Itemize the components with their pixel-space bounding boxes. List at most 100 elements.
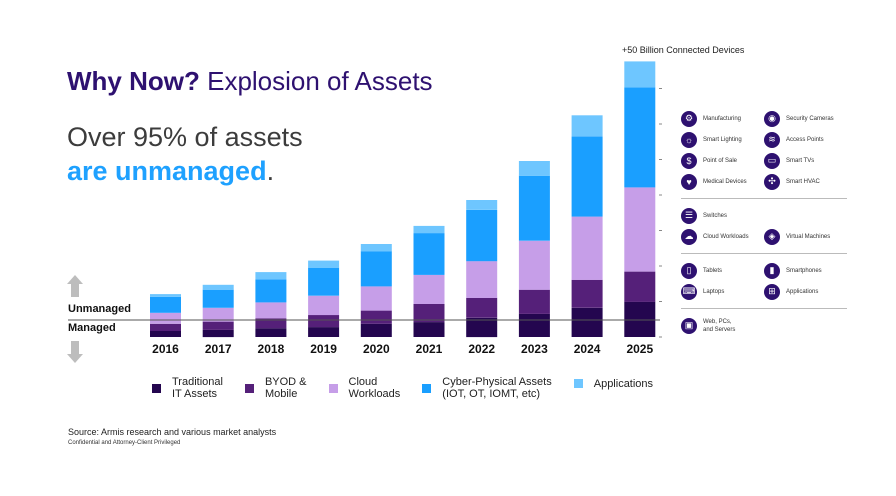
bar-2016-byod — [150, 323, 181, 331]
device-category-label: Smart HVAC — [786, 178, 820, 185]
bar-2023-traditional — [518, 313, 550, 337]
legend-label: Cyber-Physical Assets (IOT, OT, IOMT, et… — [442, 376, 552, 400]
bar-2017-cloud — [202, 307, 234, 322]
device-category-panel: ⚙ Manufacturing ◉ Security Cameras ☼ Smart Li… — [681, 108, 847, 336]
device-category-label: Manufacturing — [703, 115, 742, 122]
device-category: ✣ Smart HVAC — [764, 173, 847, 190]
bar-2024-byod — [571, 279, 603, 308]
panel-row: ☁ Cloud Workloads ◈ Virtual Machines — [681, 226, 847, 247]
device-category-label: Applications — [786, 288, 819, 295]
cube-icon: ◈ — [764, 228, 780, 245]
bar-2018-applications — [255, 272, 287, 280]
legend-item-applications: Applications — [573, 376, 654, 390]
bar-2018-cyber — [255, 279, 287, 303]
bar-2025-cyber — [624, 87, 656, 188]
title-bold: Why Now? — [67, 66, 200, 96]
heart-pulse-icon: ♥ — [681, 173, 697, 190]
device-category: ⌨ Laptops — [681, 283, 764, 300]
headline-highlight: are unmanaged — [67, 156, 267, 186]
x-tick-label: 2018 — [258, 342, 285, 356]
panel-row: ▣ Web, PCs, and Servers — [681, 315, 847, 336]
bar-2023-cloud — [518, 240, 550, 290]
legend-swatch — [328, 383, 338, 393]
panel-row: ▯ Tablets ▮ Smartphones — [681, 260, 847, 281]
page-title: Why Now? Explosion of Assets — [67, 66, 433, 97]
cloud-icon: ☁ — [681, 228, 697, 245]
title-rest: Explosion of Assets — [199, 66, 433, 96]
bar-2020-cloud — [360, 286, 392, 311]
chart-legend: Traditional IT Assets BYOD & Mobile Cloud … — [152, 376, 675, 400]
tv-icon: ▭ — [764, 152, 780, 169]
panel-group: ▯ Tablets ▮ Smartphones ⌨ Laptops ⊞ Application… — [681, 260, 847, 302]
device-category-label: Switches — [703, 212, 728, 219]
legend-swatch — [244, 383, 254, 393]
bar-2019-traditional — [308, 327, 340, 337]
headline-line1: Over 95% of assets — [67, 122, 303, 152]
bar-2019-applications — [308, 260, 340, 268]
panel-row: $ Point of Sale ▭ Smart TVs — [681, 150, 847, 171]
device-category: ▯ Tablets — [681, 262, 764, 279]
legend-label: BYOD & Mobile — [264, 376, 307, 400]
lightbulb-icon: ☼ — [681, 131, 697, 148]
fan-icon: ✣ — [764, 173, 780, 190]
x-tick-label: 2024 — [574, 342, 601, 356]
x-tick-label: 2020 — [363, 342, 390, 356]
confidential-note: Confidential and Attorney-Client Privile… — [68, 440, 181, 446]
panel-row: ☼ Smart Lighting ≋ Access Points — [681, 129, 847, 150]
laptop-icon: ⌨ — [681, 283, 697, 300]
device-category: ▣ Web, PCs, and Servers — [681, 317, 765, 334]
device-category-label: Tablets — [703, 267, 723, 274]
source-note: Source: Armis research and various marke… — [68, 427, 277, 437]
bar-2021-cyber — [413, 233, 445, 275]
bar-2019-byod — [308, 315, 340, 328]
chart-annotation: +50 Billion Connected Devices — [622, 45, 745, 55]
legend-swatch — [422, 383, 432, 393]
legend-swatch — [152, 383, 161, 393]
bar-2016-applications — [150, 294, 181, 297]
bar-2016-cloud — [150, 312, 181, 324]
desktop-icon: ▣ — [681, 317, 697, 334]
security-camera-icon: ◉ — [764, 110, 780, 127]
legend-label: Applications — [593, 378, 654, 390]
device-category-label: Security Cameras — [786, 115, 834, 122]
device-category-label: Laptops — [703, 288, 725, 295]
bar-2021-cloud — [413, 274, 445, 304]
device-category-label: Smart TVs — [786, 157, 815, 164]
bar-2020-applications — [360, 244, 392, 252]
bar-2024-traditional — [571, 307, 603, 337]
device-category-label: Cloud Workloads — [703, 233, 749, 240]
dollar-icon: $ — [681, 152, 697, 169]
switch-icon: ☰ — [681, 207, 697, 224]
x-tick-label: 2025 — [626, 342, 653, 356]
bar-2017-applications — [202, 284, 234, 290]
headline-suffix: . — [266, 156, 275, 186]
bar-2021-traditional — [413, 322, 445, 337]
bar-2020-byod — [360, 310, 392, 324]
bar-2024-cloud — [571, 216, 603, 280]
device-category-label: Web, PCs, and Servers — [703, 318, 736, 333]
down-arrow-icon — [67, 341, 83, 363]
legend-label: Traditional IT Assets — [172, 376, 223, 400]
bar-2018-byod — [255, 318, 287, 329]
panel-group: ▣ Web, PCs, and Servers — [681, 315, 847, 336]
bar-2022-applications — [466, 200, 498, 210]
x-tick-label: 2023 — [521, 342, 548, 356]
panel-row: ☰ Switches — [681, 205, 847, 226]
bar-2023-byod — [518, 289, 550, 314]
device-category-label: Medical Devices — [703, 178, 747, 185]
legend-label: Cloud Workloads — [348, 376, 401, 400]
bar-2018-traditional — [255, 328, 287, 337]
managed-label: Managed — [68, 322, 116, 334]
tablet-icon: ▯ — [681, 262, 697, 279]
device-category-label: Access Points — [786, 136, 824, 143]
bar-2022-cyber — [466, 210, 498, 262]
bar-2019-cyber — [308, 267, 340, 296]
device-category-label: Point of Sale — [703, 157, 738, 164]
x-tick-label: 2016 — [152, 342, 179, 356]
x-tick-label: 2019 — [310, 342, 337, 356]
bar-2019-cloud — [308, 295, 340, 316]
bar-2024-applications — [571, 115, 603, 137]
device-category: ▭ Smart TVs — [764, 152, 847, 169]
headline: Over 95% of assets are unmanaged. — [67, 120, 303, 188]
